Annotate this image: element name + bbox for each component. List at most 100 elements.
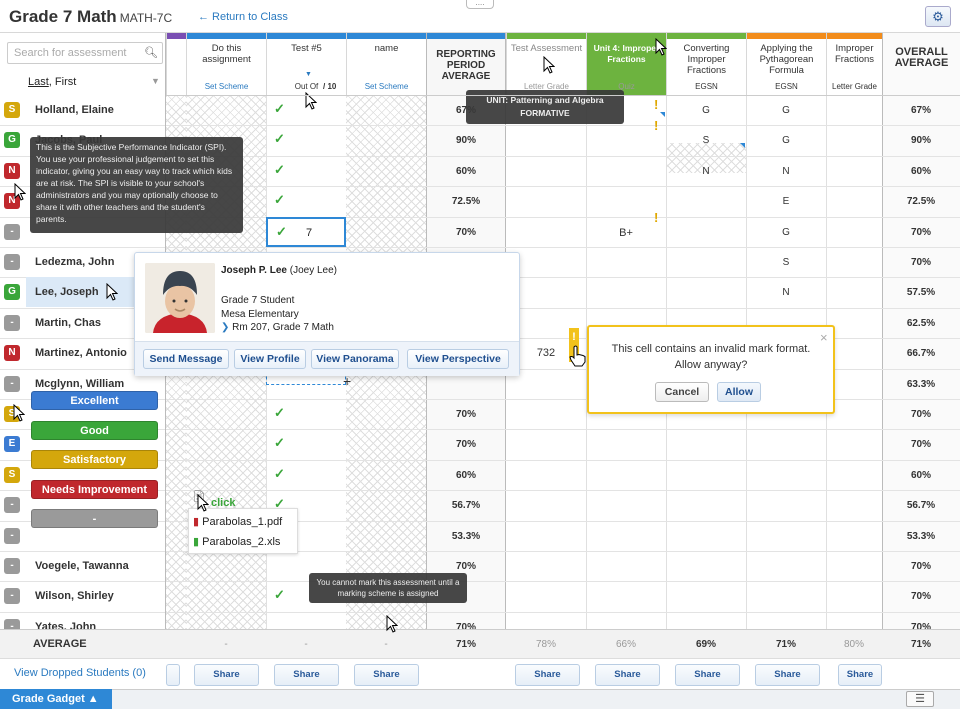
return-to-class-link[interactable]: ← Return to Class bbox=[198, 11, 288, 23]
view-perspective-button[interactable]: View Perspective bbox=[407, 349, 509, 369]
share-button[interactable]: Share bbox=[595, 664, 660, 686]
sort-dropdown-icon[interactable]: ▼ bbox=[151, 76, 160, 86]
student-name[interactable]: Martinez, Antonio bbox=[35, 347, 127, 359]
sort-by-name-header[interactable]: Last, First bbox=[28, 76, 77, 88]
warning-icon[interactable]: ! bbox=[654, 210, 659, 225]
search-icon[interactable]: 🔍︎ bbox=[144, 47, 158, 59]
spi-badge[interactable]: S bbox=[4, 467, 20, 483]
column-line-1 bbox=[586, 95, 587, 629]
student-name[interactable]: Ledezma, John bbox=[35, 256, 115, 268]
mark-converting[interactable]: N bbox=[702, 166, 710, 177]
mark-pythagorean[interactable]: G bbox=[782, 135, 790, 146]
column-sub-6: EGSN bbox=[695, 82, 718, 91]
spi-badge[interactable]: G bbox=[4, 284, 20, 300]
warning-icon[interactable]: ! bbox=[654, 118, 659, 133]
profile-room[interactable]: ❯ Rm 207, Grade 7 Math bbox=[221, 322, 334, 333]
student-name[interactable]: Wilson, Shirley bbox=[35, 590, 114, 602]
average-row bbox=[0, 629, 960, 659]
mark-pythagorean[interactable]: N bbox=[782, 287, 790, 298]
share-button[interactable]: Share bbox=[354, 664, 419, 686]
mark-converting[interactable]: G bbox=[702, 105, 710, 116]
allow-button[interactable]: Allow bbox=[717, 382, 761, 402]
student-name[interactable]: Lee, Joseph bbox=[35, 286, 99, 298]
mark-test-assessment[interactable]: 732 bbox=[536, 347, 556, 359]
checkmark-icon: ✓ bbox=[274, 131, 285, 146]
spi-badge[interactable]: - bbox=[4, 497, 20, 513]
student-name[interactable]: Mcglynn, William bbox=[35, 378, 125, 390]
mark-pythagorean[interactable]: G bbox=[782, 227, 790, 238]
column-header-9[interactable]: OVERALL AVERAGE bbox=[882, 33, 960, 95]
overall-average: 60% bbox=[910, 166, 931, 177]
attachment-menu: ▮ Parabolas_1.pdf ▮ Parabolas_2.xls bbox=[188, 508, 298, 554]
share-button[interactable]: Share bbox=[838, 664, 882, 686]
spi-badge[interactable]: - bbox=[4, 528, 20, 544]
average-c9: 80% bbox=[843, 639, 864, 650]
average-c2: - bbox=[304, 639, 308, 650]
spi-badge[interactable]: N bbox=[4, 345, 20, 361]
column-sub-1[interactable]: Out Of bbox=[294, 82, 319, 91]
column-sub-2[interactable]: Set Scheme bbox=[364, 82, 409, 91]
overall-average: 67% bbox=[910, 105, 931, 116]
spi-badge[interactable]: - bbox=[4, 315, 20, 331]
column-header-1[interactable]: Test #5 Out Of / 10 ▼ bbox=[266, 33, 346, 95]
send-message-button[interactable]: Send Message bbox=[143, 349, 229, 369]
spi-badge[interactable]: - bbox=[4, 558, 20, 574]
student-name[interactable]: Holland, Elaine bbox=[35, 104, 114, 116]
file-parabolas-xls[interactable]: ▮ Parabolas_2.xls bbox=[193, 536, 281, 548]
view-profile-button[interactable]: View Profile bbox=[234, 349, 306, 369]
spi-option-2[interactable]: Satisfactory bbox=[31, 450, 158, 469]
collapse-header-handle[interactable]: .... bbox=[466, 0, 494, 9]
spi-badge[interactable]: E bbox=[4, 436, 20, 452]
mark-converting[interactable]: S bbox=[702, 135, 710, 146]
spi-option-0[interactable]: Excellent bbox=[31, 391, 158, 410]
share-button[interactable] bbox=[166, 664, 180, 686]
spi-option-1[interactable]: Good bbox=[31, 421, 158, 440]
spi-option-3[interactable]: Needs Improvement bbox=[31, 480, 158, 499]
view-dropped-students-link[interactable]: View Dropped Students (0) bbox=[14, 667, 146, 679]
average-c6: 66% bbox=[615, 639, 636, 650]
spi-badge[interactable]: N bbox=[4, 163, 20, 179]
checkmark-icon: ✓ bbox=[274, 405, 285, 420]
search-assessment-input[interactable]: Search for assessment 🔍︎ bbox=[7, 42, 163, 64]
column-header-0[interactable]: Do this assignment Set Scheme bbox=[186, 33, 266, 95]
mark-pythagorean[interactable]: E bbox=[782, 196, 790, 207]
share-button[interactable]: Share bbox=[675, 664, 740, 686]
file-parabolas-pdf[interactable]: ▮ Parabolas_1.pdf bbox=[193, 516, 283, 528]
column-header-6[interactable]: Converting Improper Fractions EGSN bbox=[666, 33, 746, 95]
column-header-4[interactable]: Test Assessment Letter Grade bbox=[506, 33, 586, 95]
share-button[interactable]: Share bbox=[755, 664, 820, 686]
column-header-2[interactable]: name Set Scheme bbox=[346, 33, 426, 95]
column-header-7[interactable]: Applying the Pythagorean Formula EGSN bbox=[746, 33, 826, 95]
close-icon[interactable]: × bbox=[820, 330, 828, 345]
column-header-5[interactable]: Unit 4: Improper Fractions Quiz bbox=[586, 33, 666, 95]
mark-pythagorean[interactable]: S bbox=[782, 257, 790, 268]
spi-badge[interactable]: - bbox=[4, 254, 20, 270]
hand-pointer-icon bbox=[568, 345, 588, 367]
student-name[interactable]: Martin, Chas bbox=[35, 317, 102, 329]
gear-icon[interactable]: ⚙ bbox=[925, 6, 951, 27]
spi-option-4[interactable]: - bbox=[31, 509, 158, 528]
share-button[interactable]: Share bbox=[515, 664, 580, 686]
spi-badge[interactable]: - bbox=[4, 588, 20, 604]
warning-icon[interactable]: ! bbox=[654, 97, 659, 112]
column-header-8[interactable]: Improper Fractions Letter Grade bbox=[826, 33, 882, 95]
mark-entry-cell[interactable]: ✓ 7 bbox=[266, 217, 346, 247]
column-header-3[interactable]: REPORTING PERIOD AVERAGE bbox=[426, 33, 506, 95]
mark-pythagorean[interactable]: G bbox=[782, 105, 790, 116]
column-sub-0[interactable]: Set Scheme bbox=[204, 82, 249, 91]
menu-icon[interactable]: ☰ bbox=[906, 691, 934, 707]
spi-badge[interactable]: - bbox=[4, 376, 20, 392]
spi-badge[interactable]: G bbox=[4, 132, 20, 148]
mark-quiz[interactable]: B+ bbox=[619, 227, 633, 239]
mark-entry-value[interactable]: 7 bbox=[306, 227, 313, 239]
grade-gadget-toggle[interactable]: Grade Gadget ▲ bbox=[0, 689, 112, 709]
cancel-button[interactable]: Cancel bbox=[655, 382, 709, 402]
spi-badge[interactable]: S bbox=[4, 102, 20, 118]
spi-badge[interactable]: - bbox=[4, 224, 20, 240]
student-name[interactable]: Voegele, Tawanna bbox=[35, 560, 129, 572]
share-button[interactable]: Share bbox=[274, 664, 339, 686]
invalid-mark-flag[interactable]: ! bbox=[569, 328, 579, 362]
mark-pythagorean[interactable]: N bbox=[782, 166, 790, 177]
share-button[interactable]: Share bbox=[194, 664, 259, 686]
view-panorama-button[interactable]: View Panorama bbox=[311, 349, 399, 369]
